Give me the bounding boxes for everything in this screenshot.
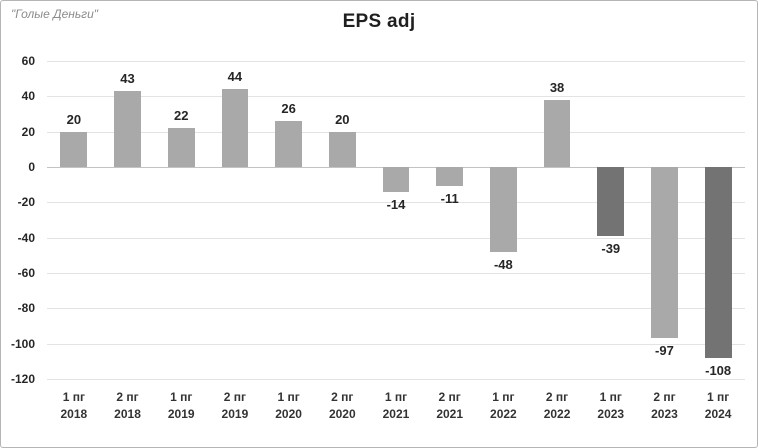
bar: [543, 99, 571, 167]
chart-title: EPS adj: [342, 11, 416, 32]
y-tick-label: -60: [17, 266, 35, 280]
gridline: [47, 202, 745, 204]
y-tick-label: -80: [17, 301, 35, 316]
x-tick-label: 1 пг 2022: [490, 390, 517, 421]
x-tick-label: 1 пг 2020: [275, 390, 302, 421]
data-label: 20: [335, 111, 350, 127]
y-tick-label: -100: [10, 336, 35, 351]
y-tick-label: -20: [17, 195, 35, 210]
data-label: 38: [549, 79, 565, 95]
x-tick-label: 2 пг 2019: [221, 390, 249, 421]
gridline: [47, 379, 745, 380]
bar: [597, 167, 625, 236]
data-label: -14: [386, 196, 406, 212]
gridline: [47, 61, 745, 62]
y-tick-label: 40: [21, 89, 35, 104]
data-label: -48: [493, 256, 513, 272]
y-tick-label: 60: [21, 54, 35, 68]
gridline: [47, 308, 745, 310]
x-tick-label: 1 пг 2024: [704, 390, 732, 421]
plot-area: 20 43 22 44 26 20 -14 -11 -48 38 -39 -97 -108: [47, 61, 745, 380]
gridline: [47, 273, 745, 274]
x-tick-label: 1 пг 2021: [382, 390, 410, 421]
gridline: [47, 343, 745, 345]
x-tick-label: 1 пг 2023: [597, 390, 625, 421]
y-tick-label: 20: [21, 124, 35, 139]
x-axis-labels: 1 пг 2018 2 пг 2018 1 пг 2019 2 пг 2019 1 пг 2020…: [47, 389, 745, 433]
x-tick-label: 1 пг 2018: [60, 390, 88, 421]
bar: [221, 89, 249, 167]
x-tick-label: 1 пг 2019: [167, 390, 195, 421]
x-tick-label: 2 пг 2020: [328, 390, 356, 421]
bar: [60, 131, 88, 167]
y-tick-label: 0: [28, 160, 35, 174]
x-tick-label: 2 пг 2023: [651, 390, 678, 421]
x-tick-label: 2 пг 2021: [436, 390, 464, 421]
data-label: -11: [440, 191, 459, 207]
data-label: 20: [66, 111, 82, 127]
bar: [167, 128, 195, 167]
data-label: 44: [227, 69, 243, 85]
gridline: [47, 96, 745, 98]
data-label: 22: [173, 108, 189, 124]
bar: [328, 131, 356, 167]
bar: [436, 167, 464, 187]
bar: [382, 167, 410, 192]
y-tick-label: -120: [10, 372, 35, 386]
x-tick-label: 2 пг 2022: [543, 390, 571, 421]
bar: [275, 121, 303, 167]
data-label: 26: [281, 101, 296, 117]
gridline: [47, 237, 745, 239]
data-label: -39: [601, 240, 621, 256]
bar: [114, 91, 141, 167]
data-label: -97: [655, 343, 674, 359]
watermark-text: "Голые Деньги": [11, 7, 99, 21]
y-tick-label: -40: [17, 230, 35, 245]
data-label: 43: [120, 71, 135, 87]
bar: [651, 167, 678, 339]
gridline: [47, 131, 745, 133]
x-tick-label: 2 пг 2018: [114, 390, 141, 421]
bar: [489, 167, 517, 252]
bar: [704, 167, 732, 358]
data-label: -108: [705, 362, 732, 378]
y-axis-labels: 60 40 20 0 -20 -40 -60 -80 -100 -120: [1, 54, 41, 386]
